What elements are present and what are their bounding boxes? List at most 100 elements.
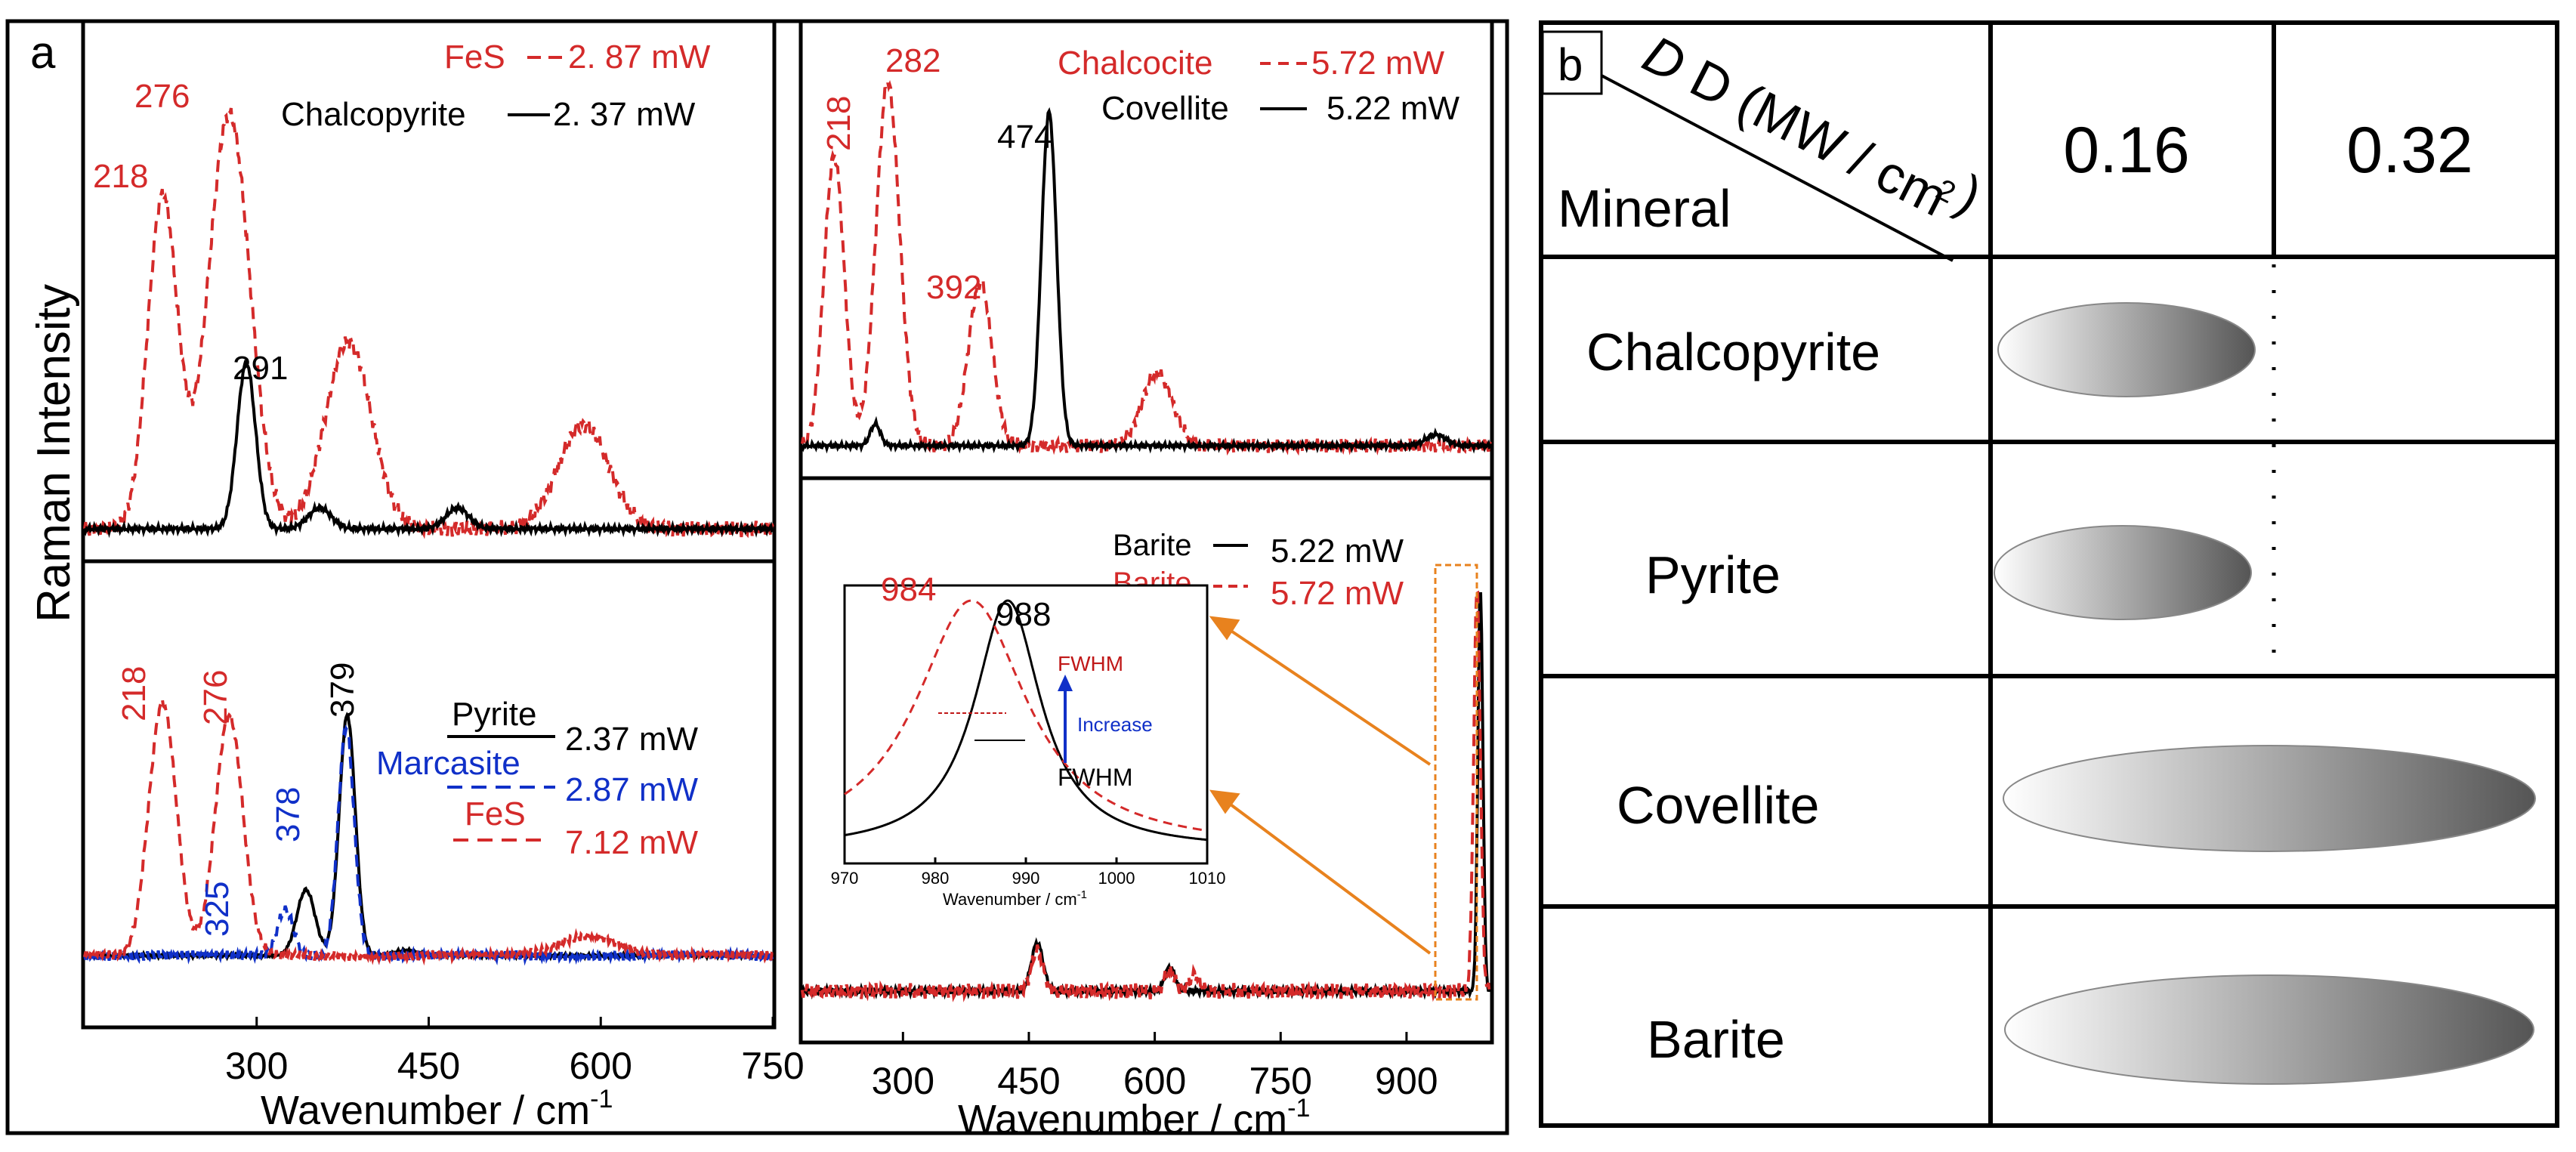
ticks-right-tick-label-1: 450	[997, 1060, 1060, 1102]
bottom-left-spectra	[83, 698, 774, 966]
peak-label-276: 276	[134, 78, 190, 115]
ellipse-pyrite	[1994, 525, 2252, 620]
legend-barite-red-power: 5.72 mW	[1271, 575, 1404, 612]
peak-label-474: 474	[997, 119, 1052, 156]
top-left-series-0-line	[83, 107, 774, 539]
increase-arrow-icon	[1058, 675, 1073, 691]
inset-increase: Increase	[1077, 713, 1153, 736]
panel-a: a Raman Intensity 300 450 600 750 300 450 600…	[5, 19, 1509, 1142]
top-right-series-0-line	[801, 79, 1492, 457]
top-left-peak-labels: 218 276 291	[93, 78, 288, 387]
row-barite: Barite	[1647, 1010, 1785, 1069]
legend-covellite-power: 5.22 mW	[1327, 90, 1460, 127]
legend-pyrite-label: Pyrite	[452, 696, 536, 733]
bottom-left-legend: Pyrite 2.37 mW Marcasite 2.87 mW FeS 7.1…	[376, 696, 699, 861]
header-diagonal	[1601, 74, 1954, 262]
peak-label-291: 291	[233, 350, 288, 387]
peak-label-276-b: 276	[197, 670, 234, 725]
top-left-legend: FeS 2. 87 mW Chalcopyrite 2. 37 mW	[281, 39, 711, 133]
peak-label-282: 282	[885, 42, 941, 79]
ellipse-covellite	[2003, 745, 2536, 852]
legend-fes2-label: FeS	[465, 795, 526, 832]
inset: 970 980 990 1000 1010 Wavenumber / cm-1 984 …	[831, 571, 1226, 909]
inset-x-ticks: 970 980 990 1000 1010	[831, 857, 1226, 888]
bottom-left-series-2-line	[83, 698, 774, 966]
legend-covellite-label: Covellite	[1101, 90, 1229, 127]
peak-label-378: 378	[270, 787, 307, 842]
bottom-right-x-ticks: 300 450 600 750 900	[872, 1032, 1438, 1102]
col-0.32: 0.32	[2346, 114, 2473, 187]
legend-barite-black-power: 5.22 mW	[1271, 533, 1404, 570]
panel-a-label: a	[30, 27, 56, 78]
top-right-legend: Chalcocite 5.72 mW Covellite 5.22 mW	[1058, 45, 1460, 127]
ticks-inset-tick-label-4: 1010	[1189, 869, 1226, 888]
panel-b-label: b	[1558, 39, 1583, 90]
top-left-spectra	[83, 107, 774, 539]
panel-b: b D D (MW / cm 2 ) Mineral 0.16 0.32 Cha…	[1539, 20, 2559, 1128]
ticks-left-tick-label-0: 300	[225, 1045, 288, 1087]
legend-chalcocite-power: 5.72 mW	[1311, 45, 1445, 82]
ticks-inset-tick-label-0: 970	[831, 869, 859, 888]
zoom-arrows	[1209, 616, 1432, 955]
legend-barite-black-label: Barite	[1113, 529, 1192, 562]
ticks-right-tick-label-2: 600	[1123, 1060, 1186, 1102]
ticks-right-tick-label-4: 900	[1375, 1060, 1438, 1102]
legend-marcasite-label: Marcasite	[376, 745, 520, 782]
legend-chalcopyrite-label: Chalcopyrite	[281, 96, 466, 133]
ticks-right-tick-label-3: 750	[1249, 1060, 1312, 1102]
top-right-series-1-line	[801, 107, 1492, 454]
ticks-inset-tick-label-1: 980	[922, 869, 950, 888]
ticks-left-tick-label-2: 600	[570, 1045, 632, 1087]
inset-x-label: Wavenumber / cm-1	[943, 888, 1087, 909]
legend-chalcocite-label: Chalcocite	[1058, 45, 1212, 82]
peak-label-218-r: 218	[820, 96, 857, 151]
panel-b-grid	[1539, 20, 2559, 1128]
zoom-arrow-icon-2	[1209, 789, 1240, 814]
inset-fwhm-black: FWHM	[1058, 764, 1133, 791]
header-mineral: Mineral	[1558, 179, 1731, 238]
x-axis-label-right: Wavenumber / cm-1	[958, 1094, 1310, 1142]
legend-marcasite-power: 2.87 mW	[565, 771, 699, 808]
bottom-left-peak-labels: 218 276 325 378 379	[116, 662, 361, 937]
bottom-right-spectra	[801, 585, 1492, 1002]
peak-label-379: 379	[324, 662, 361, 718]
ticks-inset-tick-label-3: 1000	[1098, 869, 1135, 888]
legend-fes2-power: 7.12 mW	[565, 824, 699, 861]
inset-fwhm-red: FWHM	[1058, 652, 1123, 675]
zoom-box	[1434, 564, 1478, 1001]
legend-chalcopyrite-power: 2. 37 mW	[553, 96, 696, 133]
bottom-right-plot-frame	[798, 476, 1494, 1045]
zoom-arrow-icon-1	[1209, 616, 1240, 641]
panel-b-label-box	[1541, 30, 1603, 95]
peak-label-392: 392	[926, 269, 981, 306]
legend-fes-power: 2. 87 mW	[568, 39, 711, 76]
y-axis-label: Raman Intensity	[28, 284, 80, 622]
inset-series-0-line	[844, 599, 1207, 842]
ellipse-chalcopyrite	[1997, 302, 2256, 397]
peak-label-218-b: 218	[116, 666, 153, 721]
ticks-inset-tick-label-2: 990	[1012, 869, 1040, 888]
ellipse-barite	[2004, 974, 2534, 1085]
inset-series-1-line	[844, 599, 1208, 832]
ticks-left-tick-label-1: 450	[397, 1045, 460, 1087]
ticks-right-tick-label-0: 300	[872, 1060, 934, 1102]
bottom-right-series-1-line	[801, 585, 1492, 1002]
legend-fes-label: FeS	[444, 39, 505, 76]
legend-pyrite-power: 2.37 mW	[565, 721, 699, 758]
col-0.16: 0.16	[2063, 114, 2189, 187]
inset-spectra	[844, 599, 1208, 842]
peak-label-218: 218	[93, 158, 148, 195]
row-chalcopyrite: Chalcopyrite	[1586, 323, 1880, 381]
x-axis-label-left: Wavenumber / cm-1	[261, 1085, 613, 1133]
top-right-peak-labels: 218 282 392 474	[820, 42, 1052, 306]
top-left-series-1-line	[83, 360, 774, 539]
inset-peak-label-984: 984	[881, 571, 936, 608]
ticks-left-tick-label-3: 750	[741, 1045, 804, 1087]
bottom-left-x-ticks: 300 450 600 750	[225, 1017, 805, 1087]
inset-peak-label-988: 988	[996, 596, 1051, 633]
row-pyrite: Pyrite	[1645, 545, 1781, 604]
top-right-spectra	[801, 79, 1492, 457]
row-covellite: Covellite	[1617, 776, 1819, 835]
peak-label-325: 325	[199, 882, 236, 937]
